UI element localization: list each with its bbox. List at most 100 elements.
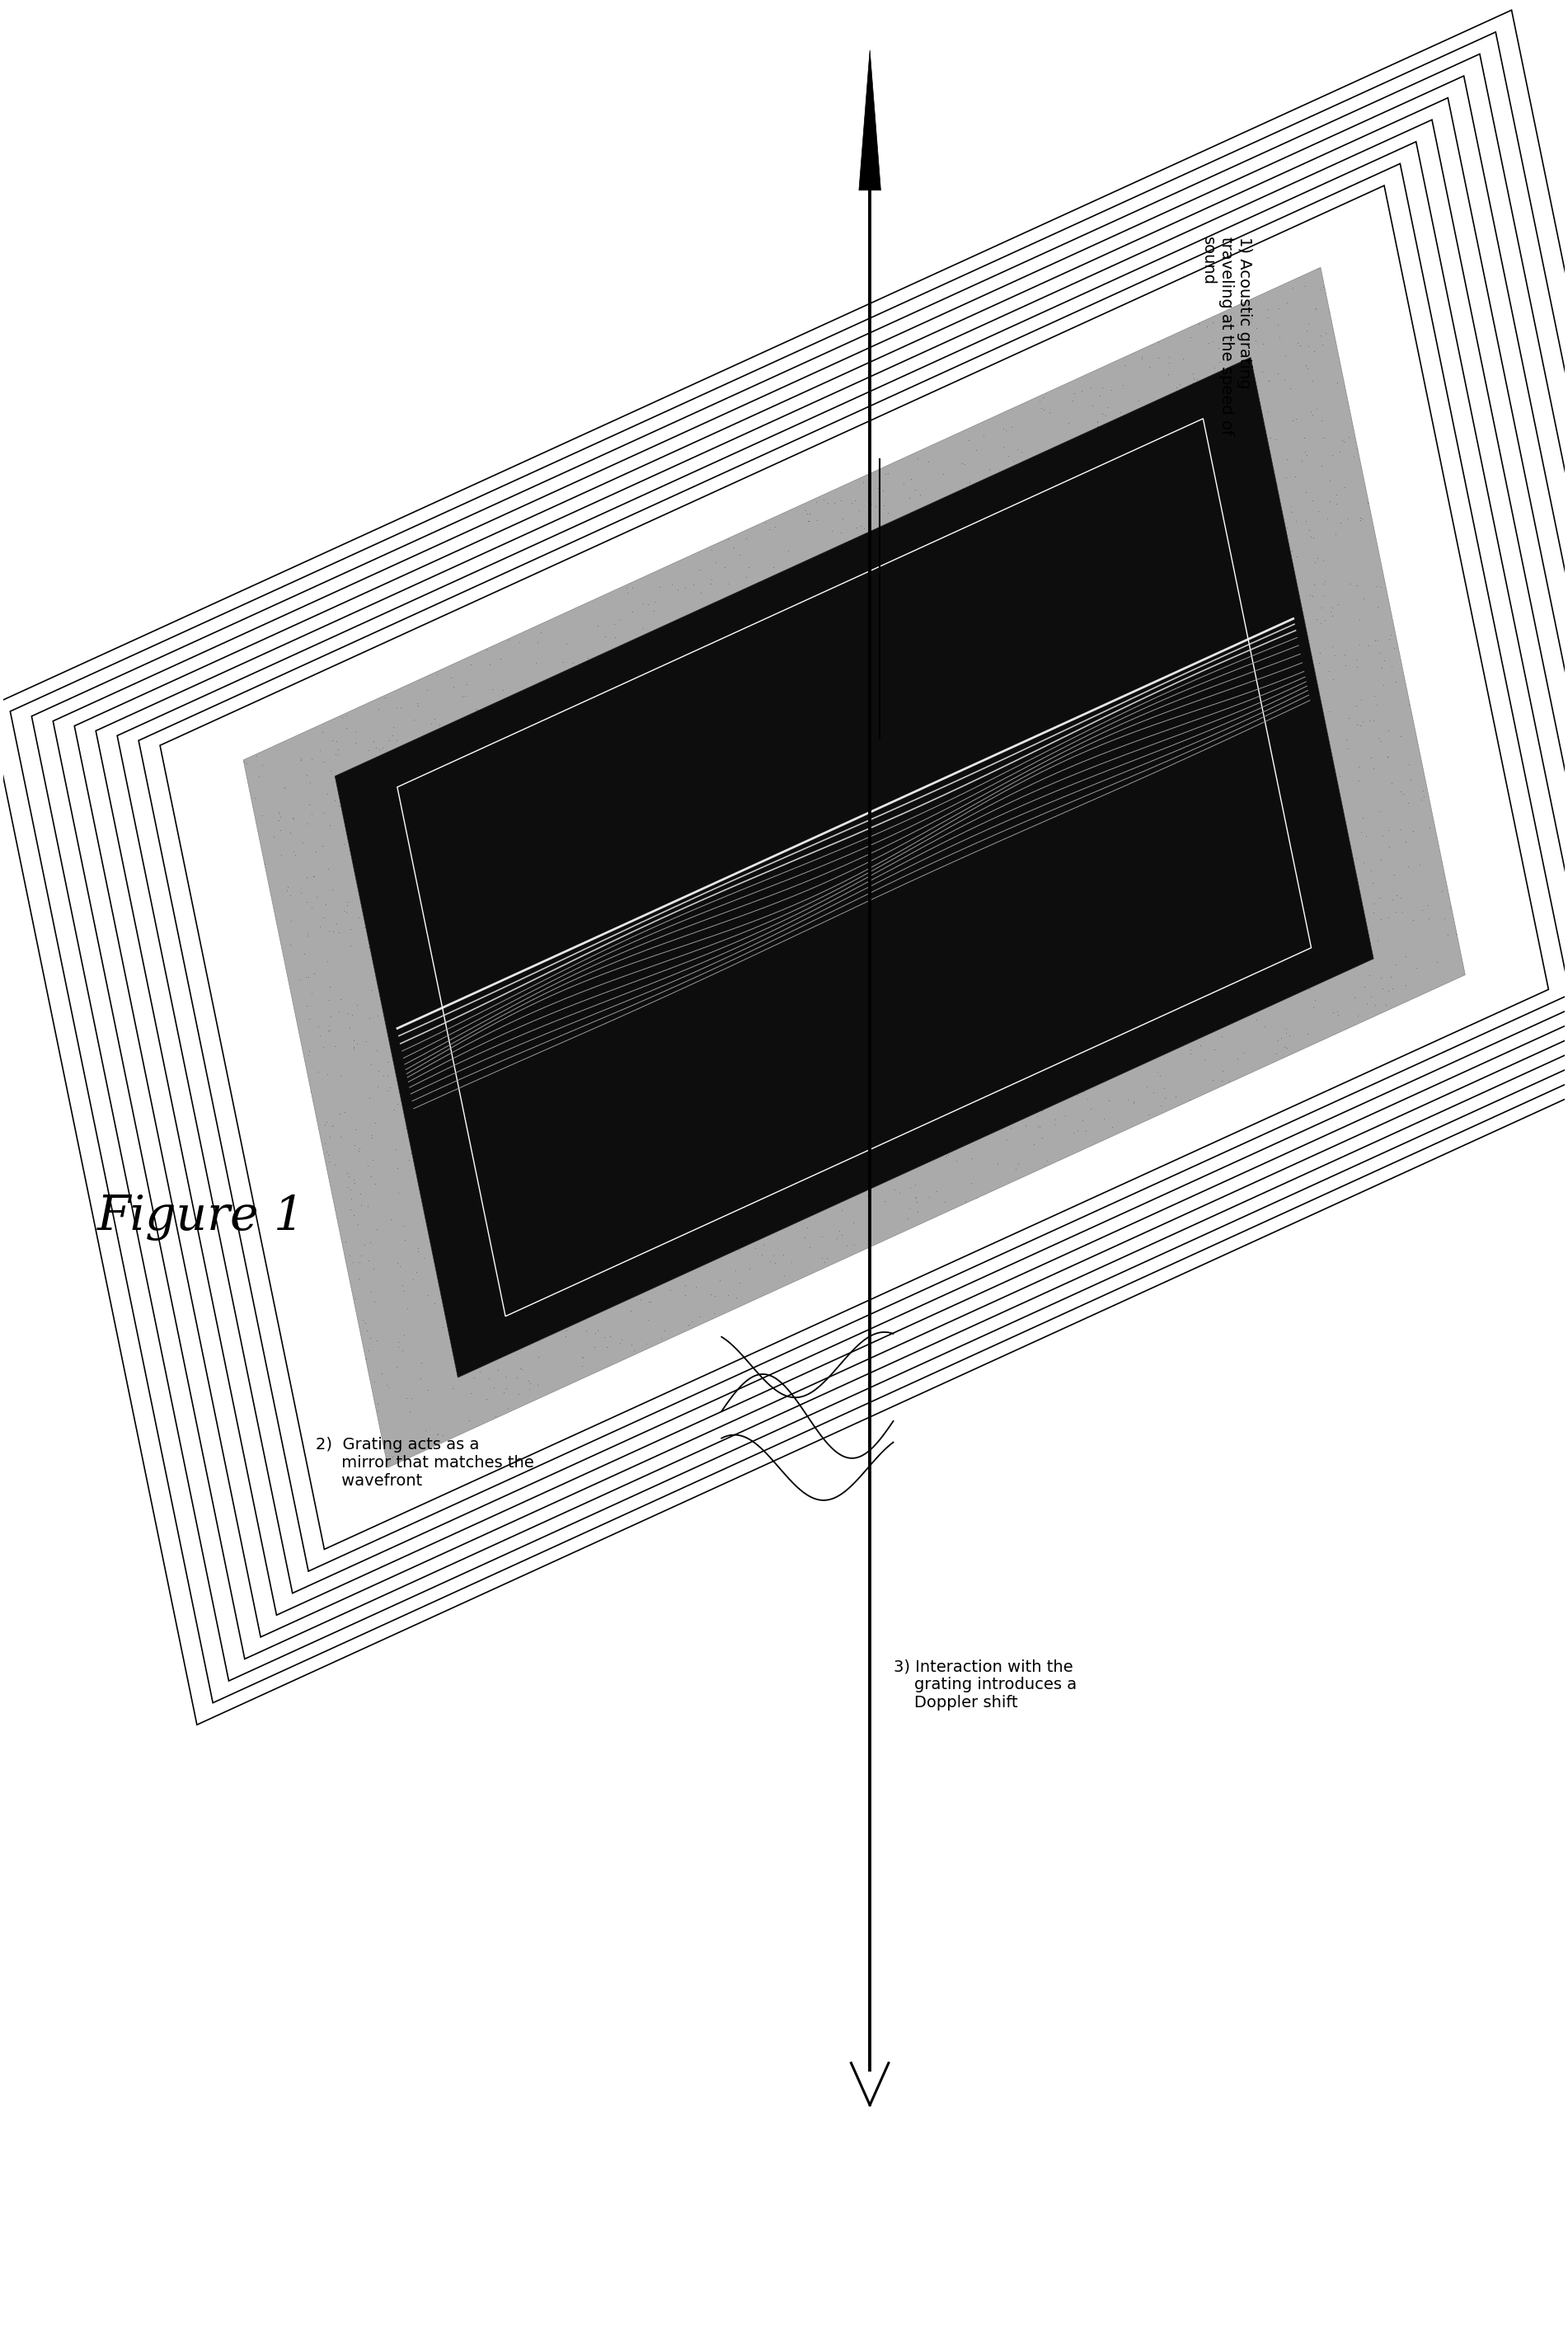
Point: [1325, 363, 1350, 400]
Point: [825, 1220, 850, 1258]
Point: [268, 836, 293, 874]
Point: [375, 1056, 400, 1094]
Point: [1170, 340, 1195, 377]
Point: [336, 995, 361, 1033]
Point: [1375, 972, 1400, 1009]
Point: [293, 958, 318, 995]
Point: [1002, 443, 1027, 480]
Point: [1121, 1084, 1146, 1122]
Point: [370, 1056, 395, 1094]
Point: [1369, 649, 1394, 686]
Point: [1363, 986, 1388, 1023]
Point: [494, 1370, 519, 1408]
Point: [657, 1272, 682, 1309]
Point: [306, 1007, 331, 1045]
Point: [477, 1358, 502, 1396]
Point: [299, 974, 325, 1012]
Point: [1381, 630, 1406, 667]
Point: [615, 574, 640, 611]
Point: [495, 1389, 521, 1426]
Point: [320, 721, 345, 759]
Point: [1071, 1073, 1096, 1110]
Point: [456, 1403, 481, 1440]
Point: [389, 689, 414, 726]
Point: [1358, 852, 1383, 890]
Point: [358, 1000, 383, 1038]
Point: [1264, 1035, 1289, 1073]
Point: [246, 759, 271, 796]
Point: [1369, 899, 1394, 937]
Point: [688, 574, 713, 611]
Point: [362, 1164, 387, 1201]
Point: [1381, 855, 1406, 892]
Point: [356, 927, 381, 965]
Point: [1273, 1014, 1298, 1052]
Point: [1243, 1002, 1269, 1040]
Point: [1156, 344, 1181, 382]
Point: [373, 1365, 398, 1403]
Point: [776, 532, 801, 569]
Point: [395, 1290, 420, 1328]
Point: [608, 1321, 633, 1358]
Point: [1364, 567, 1389, 604]
Point: [707, 1262, 732, 1300]
Point: [1163, 1077, 1189, 1115]
Point: [1137, 349, 1162, 386]
Point: [1052, 1096, 1077, 1134]
Point: [676, 1307, 701, 1344]
Polygon shape: [31, 54, 1568, 1682]
Point: [306, 1054, 331, 1091]
Point: [1239, 300, 1264, 337]
Point: [996, 438, 1021, 475]
Point: [1292, 419, 1317, 457]
Point: [1115, 1082, 1140, 1119]
Point: [687, 550, 712, 588]
Point: [554, 1319, 579, 1356]
Point: [1397, 745, 1422, 782]
Point: [516, 1363, 541, 1401]
Point: [994, 412, 1019, 450]
Point: [356, 731, 381, 768]
Point: [905, 1183, 930, 1220]
Point: [405, 686, 430, 724]
Point: [375, 1042, 400, 1080]
Point: [956, 422, 982, 459]
Point: [1030, 1119, 1055, 1157]
Point: [1380, 970, 1405, 1007]
Point: [1305, 391, 1330, 429]
Point: [1312, 314, 1338, 351]
Point: [1350, 581, 1375, 618]
Point: [1094, 389, 1120, 426]
Point: [924, 1173, 949, 1211]
Point: [1396, 848, 1421, 885]
Point: [480, 670, 505, 707]
Point: [494, 1358, 519, 1396]
Point: [762, 508, 787, 546]
Point: [702, 1276, 728, 1314]
Point: [1311, 419, 1336, 457]
Point: [328, 1056, 353, 1094]
Point: [1195, 307, 1220, 344]
Point: [585, 1312, 610, 1349]
Point: [370, 728, 395, 766]
Point: [312, 742, 337, 780]
Point: [474, 1379, 499, 1417]
Point: [1275, 1028, 1300, 1066]
Point: [309, 827, 334, 864]
Point: [814, 1239, 839, 1276]
Point: [1279, 269, 1305, 307]
Point: [1364, 621, 1389, 658]
Point: [1217, 1061, 1242, 1098]
Point: [569, 1337, 594, 1375]
Point: [307, 1016, 332, 1054]
Point: [1185, 304, 1210, 342]
Point: [887, 1173, 913, 1211]
Point: [289, 742, 314, 780]
Point: [1438, 890, 1463, 927]
Point: [1110, 368, 1135, 405]
Point: [1181, 356, 1206, 393]
Point: [431, 1309, 456, 1347]
Point: [278, 925, 303, 963]
Point: [287, 960, 312, 998]
Point: [1309, 447, 1334, 485]
